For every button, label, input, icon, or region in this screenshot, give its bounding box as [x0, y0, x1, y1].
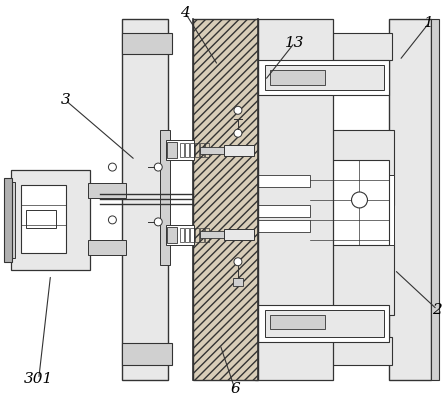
- Bar: [195, 143, 199, 157]
- Bar: [330, 338, 392, 365]
- Bar: [185, 228, 189, 242]
- Circle shape: [352, 192, 367, 208]
- Bar: [180, 228, 184, 242]
- Bar: [310, 160, 389, 245]
- Bar: [224, 229, 254, 240]
- Bar: [255, 175, 310, 187]
- Text: 1: 1: [424, 16, 434, 30]
- Bar: [166, 225, 194, 245]
- Bar: [122, 19, 168, 380]
- Bar: [255, 304, 389, 342]
- Bar: [255, 19, 333, 380]
- Bar: [205, 228, 209, 242]
- Bar: [330, 130, 394, 205]
- Circle shape: [154, 218, 162, 226]
- Text: 301: 301: [24, 372, 53, 386]
- Bar: [265, 65, 385, 90]
- Bar: [166, 140, 194, 160]
- Text: 4: 4: [180, 6, 190, 20]
- Bar: [255, 61, 389, 95]
- Bar: [270, 71, 325, 85]
- Text: 2: 2: [432, 302, 442, 316]
- Bar: [431, 19, 439, 380]
- Bar: [11, 170, 90, 270]
- Bar: [160, 130, 170, 265]
- Bar: [122, 33, 172, 55]
- Bar: [330, 240, 394, 314]
- Bar: [224, 145, 254, 156]
- Bar: [200, 228, 204, 242]
- Bar: [200, 147, 225, 154]
- Bar: [89, 240, 126, 255]
- Bar: [205, 143, 209, 157]
- Bar: [340, 175, 394, 245]
- Circle shape: [234, 106, 242, 114]
- Text: 13: 13: [285, 36, 304, 49]
- Circle shape: [234, 129, 242, 137]
- Bar: [330, 33, 392, 61]
- Bar: [265, 310, 385, 338]
- Bar: [233, 278, 243, 286]
- Text: 6: 6: [230, 382, 240, 396]
- Bar: [122, 344, 172, 365]
- Circle shape: [109, 216, 117, 224]
- Bar: [190, 228, 194, 242]
- Bar: [185, 143, 189, 157]
- Bar: [167, 227, 177, 243]
- Bar: [180, 143, 184, 157]
- Circle shape: [154, 163, 162, 171]
- Bar: [200, 143, 204, 157]
- Bar: [21, 185, 66, 253]
- Bar: [9, 182, 15, 258]
- Bar: [167, 142, 177, 158]
- Bar: [389, 19, 431, 380]
- Text: 3: 3: [61, 93, 70, 107]
- Bar: [26, 210, 56, 228]
- Bar: [190, 143, 194, 157]
- Circle shape: [109, 163, 117, 171]
- Bar: [255, 205, 310, 217]
- Bar: [89, 183, 126, 198]
- Bar: [195, 228, 199, 242]
- Bar: [255, 220, 310, 232]
- Bar: [200, 231, 225, 238]
- Bar: [193, 19, 258, 380]
- Circle shape: [234, 258, 242, 266]
- Bar: [4, 178, 12, 262]
- Bar: [270, 314, 325, 330]
